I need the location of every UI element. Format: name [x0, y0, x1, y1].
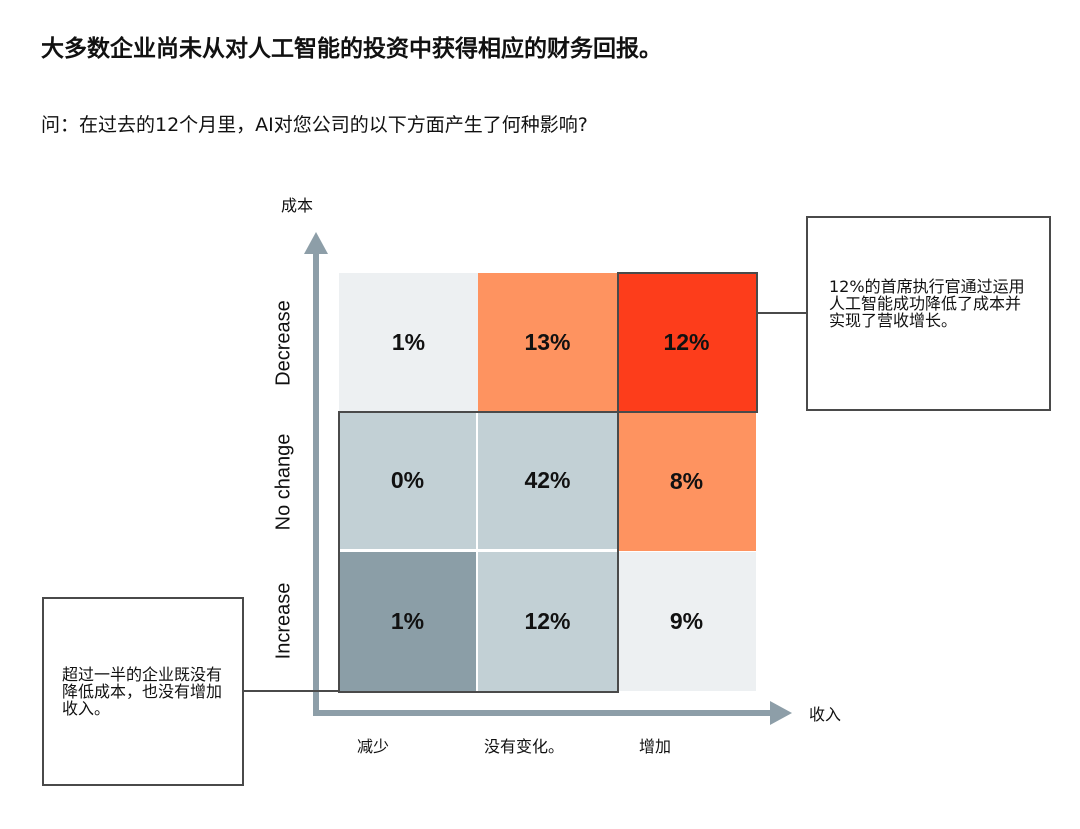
y-axis-line: [313, 250, 319, 716]
cell-cost-increase-rev-nochange: 12%: [478, 552, 617, 691]
y-axis-title: 成本: [281, 196, 314, 215]
x-axis-line: [313, 710, 773, 716]
cell-cost-increase-rev-increase: 9%: [617, 552, 756, 691]
row-label-no-change: No change: [272, 433, 294, 531]
callout-right-box: 12%的首席执行官通过运用人工智能成功降低了成本并实现了营收增长。: [806, 216, 1051, 411]
x-axis-title: 收入: [809, 705, 842, 724]
callout-left-text: 超过一半的企业既没有降低成本，也没有增加收入。: [62, 665, 223, 718]
callout-right-connector: [757, 312, 808, 314]
col-label-decrease: 减少: [357, 737, 390, 756]
callout-left-connector: [243, 690, 339, 692]
callout-left-box: 超过一半的企业既没有降低成本，也没有增加收入。: [42, 597, 244, 786]
callout-right-text: 12%的首席执行官通过运用人工智能成功降低了成本并实现了营收增长。: [829, 277, 1025, 330]
row-label-decrease: Decrease: [272, 300, 294, 386]
chart-question: 问：在过去的12个月里，AI对您公司的以下方面产生了何种影响?: [41, 114, 588, 136]
col-label-increase: 增加: [639, 737, 672, 756]
x-axis-arrow-icon: [770, 701, 792, 725]
y-axis-arrow-icon: [304, 232, 328, 254]
cell-cost-nochange-rev-decrease: 0%: [339, 412, 478, 551]
col-label-no-change: 没有变化。: [484, 737, 565, 756]
cell-cost-nochange-rev-increase: 8%: [617, 412, 756, 551]
cell-cost-decrease-rev-nochange: 13%: [478, 273, 617, 412]
row-label-increase: Increase: [272, 582, 294, 660]
cell-cost-nochange-rev-nochange: 42%: [478, 412, 617, 551]
cell-cost-decrease-rev-increase: 12%: [617, 273, 756, 412]
cell-cost-increase-rev-decrease: 1%: [339, 552, 478, 691]
chart-title: 大多数企业尚未从对人工智能的投资中获得相应的财务回报。: [41, 36, 662, 62]
cell-cost-decrease-rev-decrease: 1%: [339, 273, 478, 412]
